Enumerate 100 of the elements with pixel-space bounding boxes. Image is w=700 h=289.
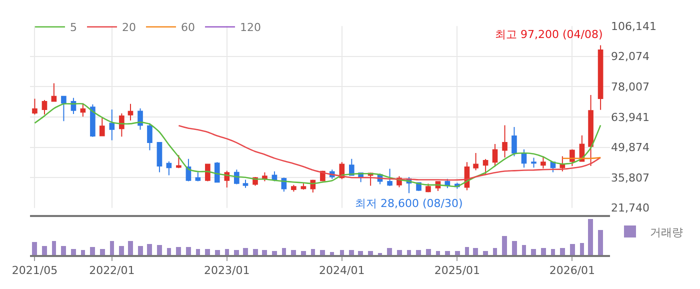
bar xyxy=(291,250,296,255)
legend-label: 60 xyxy=(181,21,195,34)
bar xyxy=(157,244,162,255)
bar xyxy=(436,250,440,255)
bar xyxy=(320,250,325,255)
candlestick xyxy=(426,183,431,193)
bar xyxy=(551,248,555,255)
candlestick xyxy=(300,182,306,190)
candlestick xyxy=(61,96,66,122)
bar xyxy=(445,250,450,255)
bar xyxy=(522,244,526,255)
candlestick xyxy=(214,162,220,183)
x-tick-label: 2021/05 xyxy=(12,264,58,278)
bar xyxy=(205,248,210,255)
candlestick xyxy=(166,160,172,176)
bar xyxy=(253,248,258,255)
legend-label: 5 xyxy=(70,21,77,34)
bar xyxy=(215,250,220,255)
bar xyxy=(387,248,392,255)
bar xyxy=(416,250,421,255)
bar xyxy=(52,240,56,255)
candlestick xyxy=(570,148,575,166)
bar xyxy=(588,218,593,255)
bar xyxy=(81,250,85,255)
x-tick-label: 2024/01 xyxy=(319,264,365,278)
bar xyxy=(397,250,402,255)
bar xyxy=(176,246,181,255)
candlestick xyxy=(195,172,201,182)
bar xyxy=(368,250,373,255)
candlestick xyxy=(109,108,115,141)
bar xyxy=(32,242,37,255)
y-tick-label: 49,874 xyxy=(611,141,650,154)
bar xyxy=(61,246,66,255)
candlestick xyxy=(51,82,57,102)
line-series xyxy=(34,103,602,188)
bar xyxy=(598,230,603,255)
bar xyxy=(560,248,565,255)
candlestick xyxy=(138,108,143,130)
annotation: 최고 97,200 (04/08) xyxy=(495,28,603,41)
bar xyxy=(330,252,334,255)
candlestick xyxy=(99,117,105,136)
x-tick-label: 2023/01 xyxy=(204,264,250,278)
x-tick-label: 2025/01 xyxy=(434,264,480,278)
bar xyxy=(455,250,460,255)
bar xyxy=(90,246,95,255)
candlestick xyxy=(176,154,182,169)
candlestick xyxy=(42,100,48,115)
bar xyxy=(340,250,344,255)
bar xyxy=(272,250,277,255)
y-tick-label: 92,074 xyxy=(611,50,650,64)
bar xyxy=(186,246,191,255)
candlestick xyxy=(598,44,604,110)
bar xyxy=(465,246,469,255)
x-tick-label: 2022/01 xyxy=(89,264,135,278)
bar xyxy=(225,248,229,255)
bar xyxy=(243,248,248,255)
bar xyxy=(541,248,546,255)
bar xyxy=(426,248,431,255)
bar xyxy=(570,244,575,255)
candlestick xyxy=(156,142,162,173)
y-tick-label: 78,007 xyxy=(611,80,650,94)
legend-label: 120 xyxy=(240,21,261,34)
candlestick xyxy=(205,164,210,182)
bar xyxy=(110,240,114,255)
candlestick xyxy=(588,94,594,166)
bar xyxy=(119,246,124,255)
y-tick-label: 63,941 xyxy=(611,110,650,124)
y-tick-label: 106,141 xyxy=(611,20,656,33)
candlestick xyxy=(242,179,248,188)
bar xyxy=(147,244,152,255)
candlestick xyxy=(473,152,478,171)
bar xyxy=(358,250,363,255)
candlestick xyxy=(128,103,134,121)
bar xyxy=(407,250,411,255)
annotation: 최저 28,600 (08/30) xyxy=(355,197,463,210)
bar xyxy=(301,250,306,255)
x-tick-label: 2026/01 xyxy=(549,264,596,278)
candlestick xyxy=(502,124,508,158)
bar xyxy=(262,250,267,255)
candlestick xyxy=(387,168,392,186)
bar xyxy=(580,242,584,255)
candlestick xyxy=(291,184,296,192)
bar xyxy=(311,248,315,255)
y-tick-label: 35,807 xyxy=(611,171,650,184)
candlestick xyxy=(119,112,124,138)
bar xyxy=(196,248,200,255)
legend-label: 거래량 xyxy=(650,226,683,239)
candlestick xyxy=(531,157,536,168)
bar xyxy=(473,248,478,255)
candlestick xyxy=(32,98,38,115)
bar xyxy=(483,250,488,255)
bar xyxy=(531,248,536,255)
bar xyxy=(167,248,171,255)
legend-label: 20 xyxy=(122,21,136,34)
candlestick xyxy=(492,143,498,168)
y-tick-label: 21,740 xyxy=(611,202,650,215)
candlestick xyxy=(512,126,517,157)
bar xyxy=(71,248,76,255)
candlestick xyxy=(540,156,546,170)
bar xyxy=(234,250,239,255)
